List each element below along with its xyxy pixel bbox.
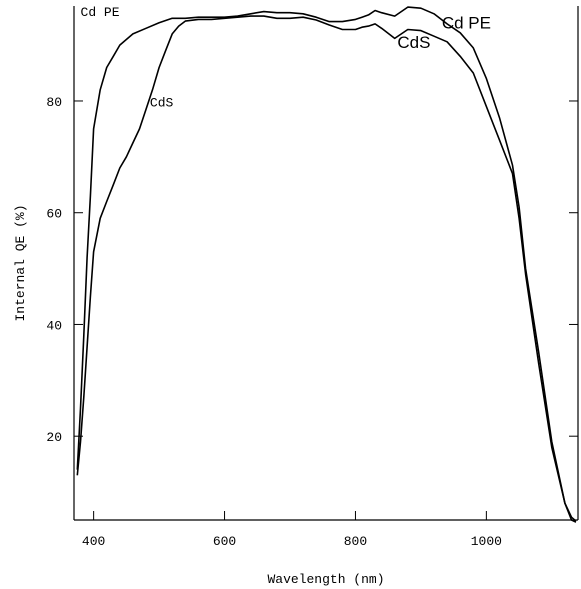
series-annotation: Cd PE xyxy=(442,13,491,32)
x-tick-label: 400 xyxy=(82,534,105,549)
y-tick-label: 80 xyxy=(46,95,62,110)
y-tick-label: 20 xyxy=(46,430,62,445)
series-layer xyxy=(76,6,577,523)
series-line-cd-pe xyxy=(76,6,577,522)
x-tick-label: 1000 xyxy=(471,534,502,549)
y-ticks: 20 40 60 80 xyxy=(46,95,578,445)
x-tick-label: 600 xyxy=(213,534,236,549)
x-axis-label: Wavelength (nm) xyxy=(267,572,384,587)
y-tick-label: 40 xyxy=(46,318,62,333)
y-tick-label: 60 xyxy=(46,207,62,222)
series-annotation: CdS xyxy=(397,33,430,52)
y-axis-label: Internal QE (%) xyxy=(13,204,28,321)
series-annotation: CdS xyxy=(150,96,174,111)
x-ticks: 400 600 800 1000 xyxy=(82,511,502,549)
plot-area: 400 600 800 1000 20 40 60 80 Cd PE CdS CdS Cd PE xyxy=(46,5,579,549)
annotation-layer: Cd PE CdS CdS Cd PE xyxy=(81,5,491,111)
x-tick-label: 800 xyxy=(344,534,367,549)
series-line-cds xyxy=(76,15,577,523)
series-annotation: Cd PE xyxy=(81,5,120,20)
